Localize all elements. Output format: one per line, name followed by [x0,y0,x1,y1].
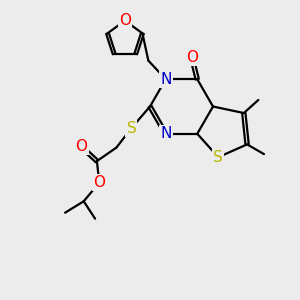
Text: O: O [186,50,198,65]
Text: N: N [160,72,171,87]
Text: O: O [93,175,105,190]
Text: S: S [127,121,136,136]
Text: N: N [160,126,171,141]
Text: O: O [119,13,131,28]
Text: S: S [214,150,223,165]
Text: O: O [75,139,87,154]
